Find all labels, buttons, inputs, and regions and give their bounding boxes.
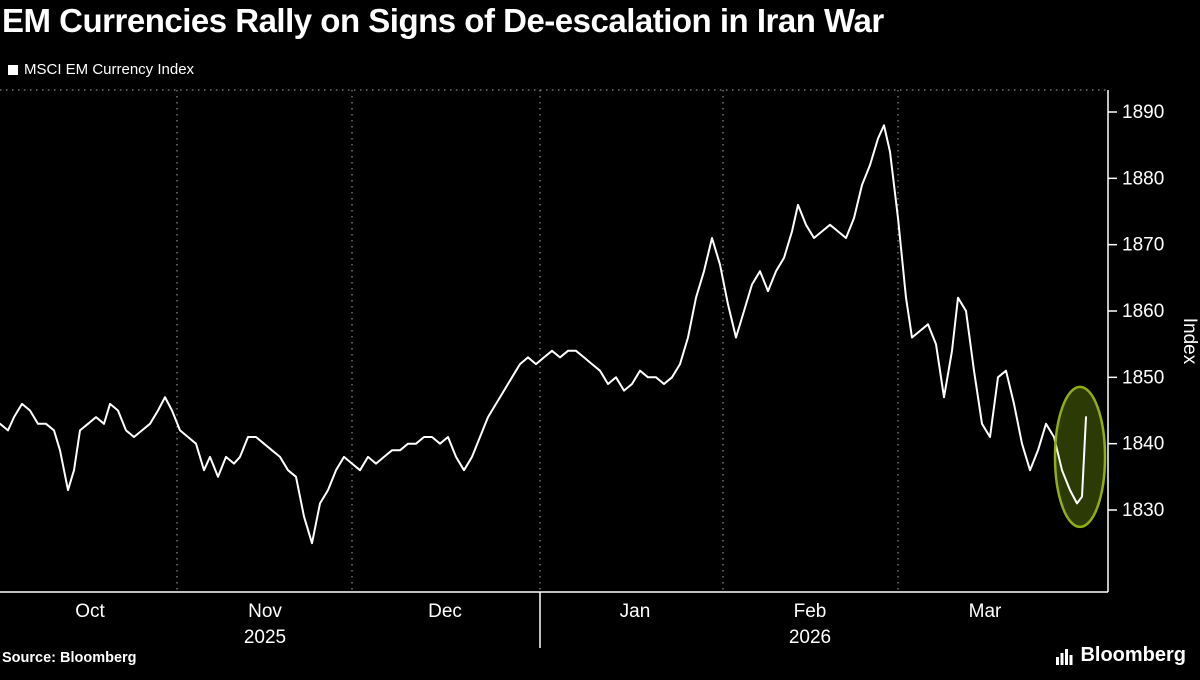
y-tick-label: 1890 <box>1122 102 1164 123</box>
x-tick-label-month: Mar <box>969 601 1002 622</box>
legend-swatch-icon <box>8 64 18 75</box>
y-tick-label: 1860 <box>1122 301 1164 322</box>
legend-label: MSCI EM Currency Index <box>24 61 195 78</box>
x-tick-label-month: Dec <box>428 601 462 622</box>
x-tick-label-year: 2026 <box>789 627 831 648</box>
y-tick-label: 1840 <box>1122 434 1164 455</box>
x-tick-label-month: Jan <box>620 601 651 622</box>
y-tick-label: 1830 <box>1122 500 1164 521</box>
chart-legend: MSCI EM Currency Index <box>8 61 194 78</box>
chart-title: EM Currencies Rally on Signs of De-escal… <box>2 2 884 39</box>
y-tick-label: 1850 <box>1122 367 1164 388</box>
y-tick-label: 1870 <box>1122 235 1164 256</box>
source-attribution: Source: Bloomberg <box>2 650 137 666</box>
x-tick-label-month: Nov <box>248 601 282 622</box>
y-axis-title: Index <box>1179 318 1200 365</box>
bloomberg-logo-text: Bloomberg <box>1080 644 1186 666</box>
bloomberg-logo: Bloomberg <box>1056 644 1186 667</box>
x-tick-label-year: 2025 <box>244 627 286 648</box>
y-tick-label: 1880 <box>1122 168 1164 189</box>
x-tick-label-month: Feb <box>794 601 827 622</box>
series-line <box>0 124 1087 545</box>
bloomberg-logo-icon <box>1056 648 1073 665</box>
highlight-ellipse-outline <box>1053 385 1107 529</box>
highlight-ellipse-fill <box>1055 386 1105 527</box>
x-tick-label-month: Oct <box>75 601 105 622</box>
